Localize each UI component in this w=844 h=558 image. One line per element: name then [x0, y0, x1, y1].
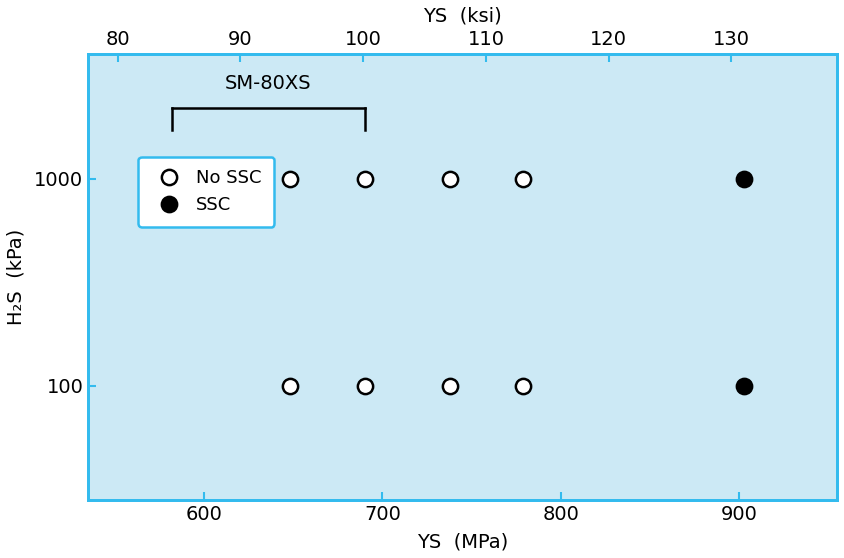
X-axis label: YS  (MPa): YS (MPa) — [417, 532, 508, 551]
Y-axis label: H₂S  (kPa): H₂S (kPa) — [7, 229, 26, 325]
X-axis label: YS  (ksi): YS (ksi) — [424, 7, 502, 26]
Text: SM-80XS: SM-80XS — [225, 74, 311, 93]
Legend: No SSC, SSC: No SSC, SSC — [138, 157, 274, 227]
